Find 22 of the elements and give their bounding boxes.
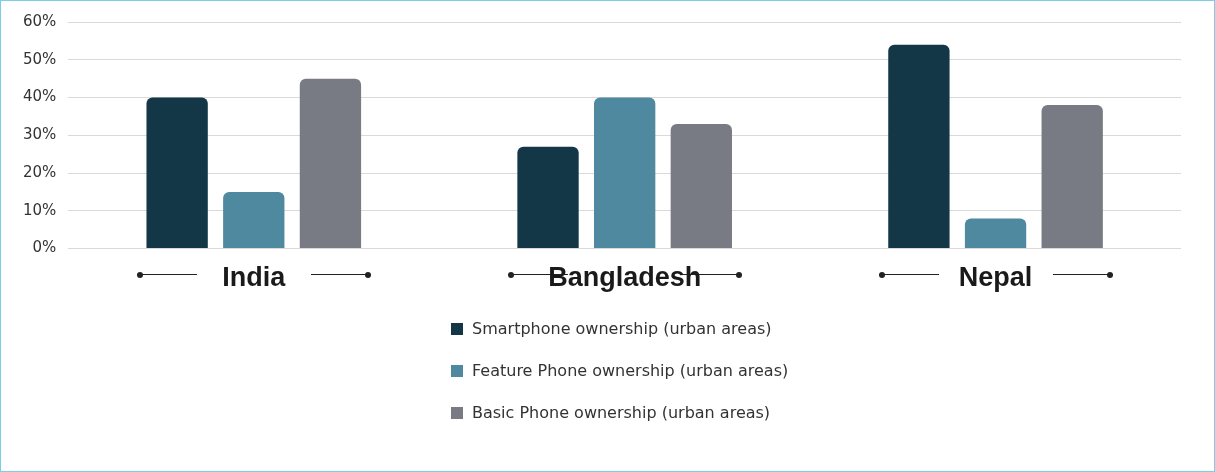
y-tick-label: 40% <box>23 87 57 106</box>
x-tick-label: India <box>222 262 287 293</box>
legend-label: Basic Phone ownership (urban areas) <box>472 403 771 422</box>
bar <box>964 218 1027 249</box>
y-tick-label: 60% <box>23 11 57 30</box>
x-tick-label: Nepal <box>958 262 1033 293</box>
legend-label: Smartphone ownership (urban areas) <box>472 319 772 338</box>
x-tick-label: Bangladesh <box>548 262 702 293</box>
y-tick-label: 30% <box>23 125 57 144</box>
legend-label: Feature Phone ownership (urban areas) <box>472 361 789 380</box>
y-tick-label: 0% <box>32 238 57 257</box>
y-tick-label: 20% <box>23 162 57 181</box>
bar <box>146 97 208 249</box>
y-tick-label: 50% <box>23 49 57 68</box>
y-tick-label: 10% <box>23 200 57 219</box>
bar <box>1041 105 1103 249</box>
bar <box>670 123 732 249</box>
bar <box>888 44 950 249</box>
bar <box>299 78 362 249</box>
bar <box>517 146 579 249</box>
bar <box>223 191 285 249</box>
bar <box>594 97 656 249</box>
